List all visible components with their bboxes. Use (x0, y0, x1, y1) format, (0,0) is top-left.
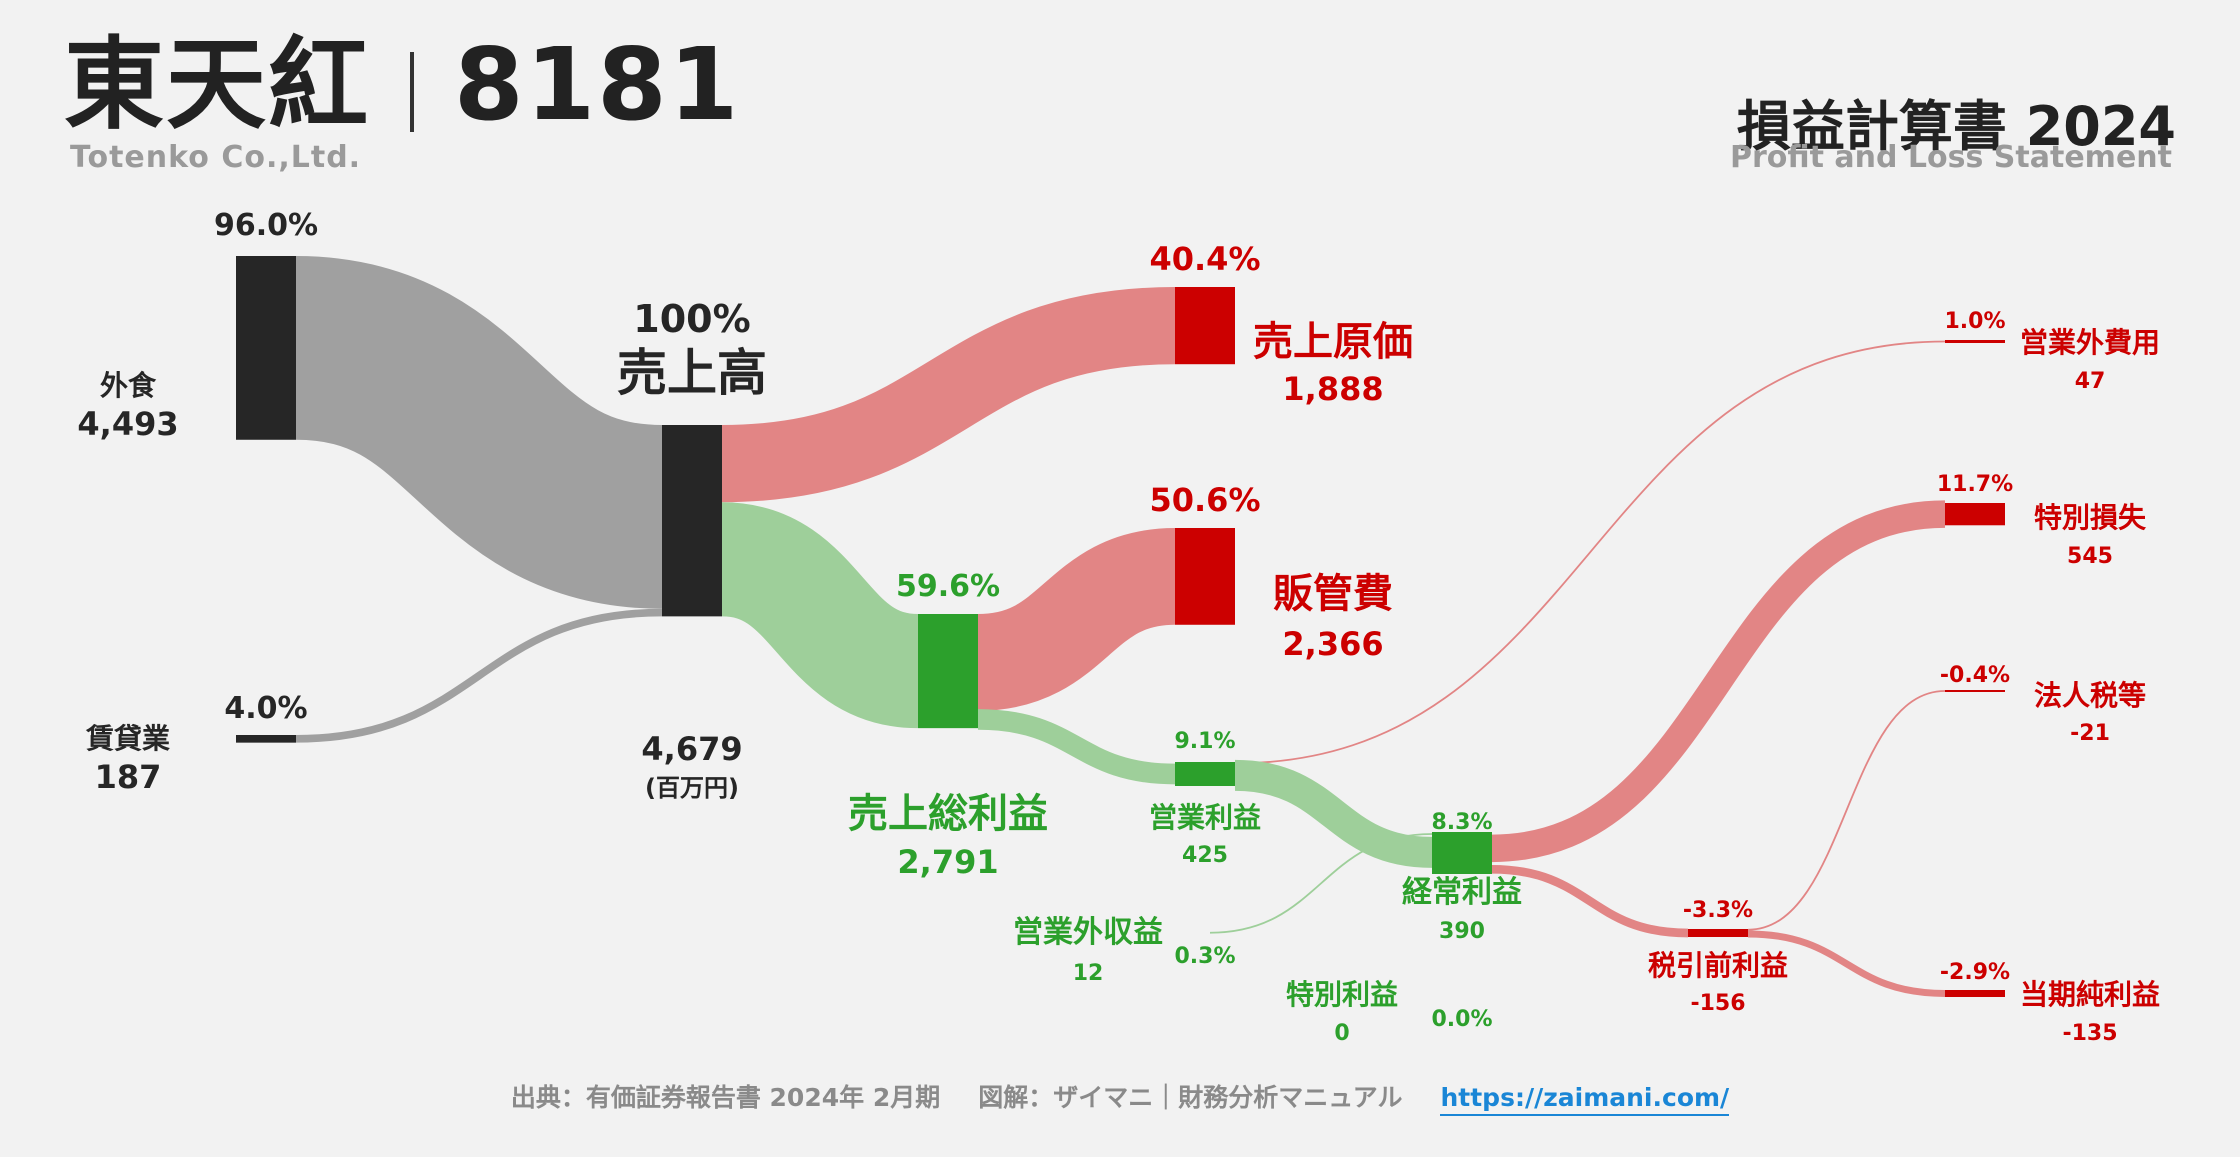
name-label-gross: 売上総利益 (848, 791, 1048, 837)
flow-pretax-to-net (1747, 930, 1946, 997)
flow-revenue-to-gross (718, 502, 922, 729)
flow-ordinary-to-sp_loss (1491, 500, 1946, 863)
pct-label-gaishoku: 96.0% (214, 208, 318, 243)
flow-gross-to-sga (975, 528, 1178, 711)
pct-label-revenue: 100% (633, 297, 750, 341)
pct-label-cogs: 40.4% (1149, 240, 1260, 278)
value-label-tax: -21 (2070, 721, 2110, 746)
name-label-nonop-inc: 営業外収益 (1013, 915, 1163, 950)
flow-revenue-to-cogs (721, 287, 1176, 503)
flow-gross-to-op (977, 709, 1176, 785)
pct-label-net: -2.9% (1940, 960, 2010, 985)
name-label-sp-loss: 特別損失 (2034, 501, 2147, 534)
node-tax (1945, 690, 2005, 692)
pct-label-sga: 50.6% (1149, 481, 1260, 519)
value-label-nonop-inc: 12 (1073, 961, 1104, 986)
node-net (1945, 990, 2005, 997)
name-label-cogs: 売上原価 (1253, 319, 1413, 365)
value-label-cogs: 1,888 (1282, 370, 1383, 408)
flow-nonop_inc-to-ordinary (1209, 833, 1433, 934)
value-label-gross: 2,791 (897, 843, 998, 881)
value-label-net: -135 (2062, 1021, 2117, 1046)
company-english-name: Totenko Co.,Ltd. (70, 140, 362, 175)
footer-url-link[interactable]: https://zaimani.com/ (1440, 1083, 1730, 1116)
flow-chintai-to-revenue (295, 608, 663, 743)
value-label-sp-gain: 0 (1334, 1021, 1349, 1046)
value-label-pretax: -156 (1690, 991, 1745, 1016)
value-label-op: 425 (1182, 843, 1228, 868)
node-cogs (1175, 287, 1235, 365)
flow-ordinary-to-pretax (1491, 864, 1689, 938)
statement-subtitle: Profit and Loss Statement (1729, 140, 2172, 175)
flow-gaishoku-to-revenue (292, 256, 666, 609)
value-label-sp-loss: 545 (2067, 544, 2113, 569)
flow-pretax-to-tax (1747, 690, 1946, 931)
node-chintai (236, 735, 296, 743)
flow-op-to-nonop_exp (1234, 340, 1946, 765)
pct-label-sp-gain: 0.0% (1431, 1007, 1492, 1032)
footer-credit: 図解：ザイマニ｜財務分析マニュアル (978, 1083, 1403, 1112)
pct-label-ordinary: 8.3% (1431, 810, 1492, 835)
node-pretax (1688, 929, 1748, 937)
value-label-revenue: 4,679 (641, 730, 742, 768)
flow-op-to-ordinary (1234, 759, 1433, 868)
name-label-revenue: 売上高 (617, 344, 767, 402)
company-title: 東天紅 8181 (64, 30, 740, 140)
node-sp_loss (1945, 503, 2005, 526)
value-label-gaishoku: 4,493 (77, 405, 178, 443)
name-label-tax: 法人税等 (2034, 679, 2146, 712)
node-gaishoku (236, 256, 296, 440)
name-label-pretax: 税引前利益 (1648, 949, 1788, 982)
node-op (1175, 762, 1235, 786)
value-label-nonop-exp: 47 (2075, 369, 2106, 394)
name-label-ordinary: 経常利益 (1402, 875, 1522, 910)
name-label-nonop-exp: 営業外費用 (2020, 326, 2160, 359)
footer-source: 出典：有価証券報告書 2024年 2月期 (510, 1083, 941, 1112)
title-separator (410, 51, 414, 132)
statement-title: 損益計算書 2024 (1736, 95, 2176, 158)
pct-label-pretax: -3.3% (1683, 898, 1753, 923)
node-revenue (662, 425, 722, 617)
name-label-op: 営業利益 (1149, 801, 1261, 834)
pct-label-op: 9.1% (1174, 729, 1235, 754)
name-label-chintai: 賃貸業 (85, 722, 170, 755)
pct-label-nonop-inc: 0.3% (1174, 944, 1235, 969)
value-label-chintai: 187 (95, 758, 162, 796)
ticker-code: 8181 (454, 26, 741, 143)
pct-label-tax: -0.4% (1940, 663, 2010, 688)
footer: 出典：有価証券報告書 2024年 2月期 図解：ザイマニ｜財務分析マニュアル htt… (0, 1078, 2240, 1116)
value-label-ordinary: 390 (1439, 919, 1485, 944)
node-gross (918, 614, 978, 729)
name-label-gaishoku: 外食 (100, 369, 157, 402)
node-nonop_exp (1945, 340, 2005, 343)
unit-note: (百万円) (645, 774, 739, 802)
pct-label-gross: 59.6% (896, 569, 1000, 604)
pct-label-sp-loss: 11.7% (1937, 472, 2013, 497)
node-ordinary (1432, 832, 1492, 874)
name-label-net: 当期純利益 (2020, 978, 2160, 1011)
company-name: 東天紅 (64, 26, 370, 143)
name-label-sga: 販管費 (1273, 571, 1393, 617)
value-label-sga: 2,366 (1282, 625, 1383, 663)
pct-label-chintai: 4.0% (224, 691, 307, 726)
node-sga (1175, 528, 1235, 625)
name-label-sp-gain: 特別利益 (1286, 978, 1398, 1011)
pct-label-nonop-exp: 1.0% (1944, 309, 2005, 334)
